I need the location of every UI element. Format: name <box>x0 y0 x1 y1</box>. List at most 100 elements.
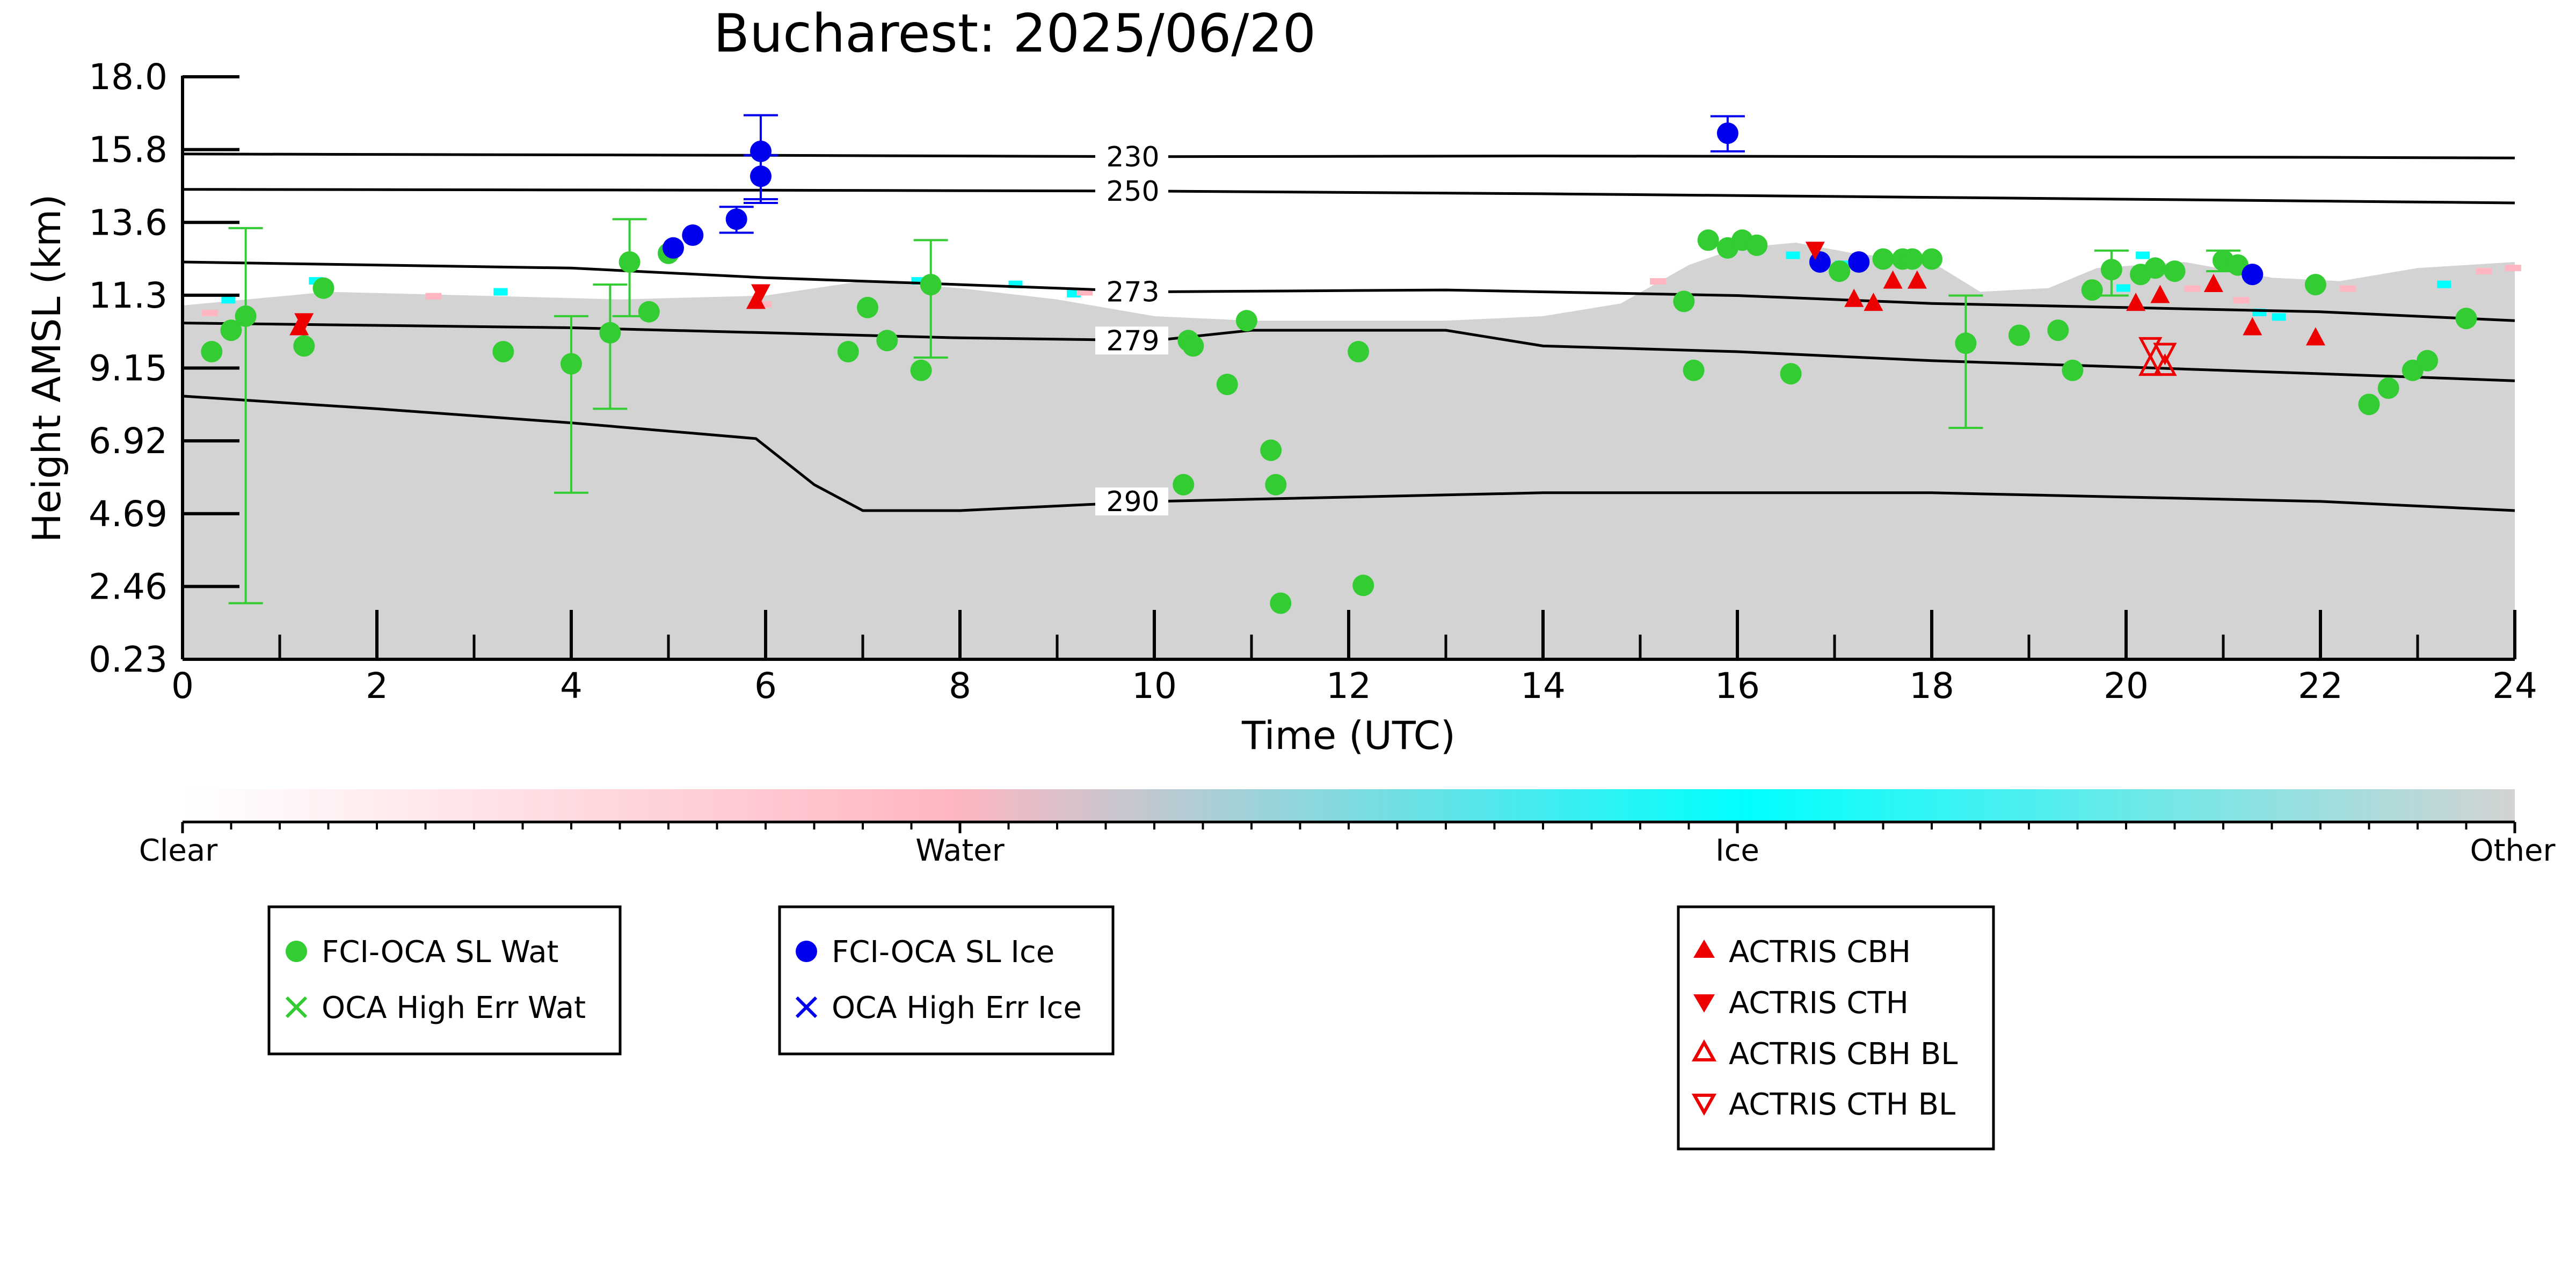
x-axis-label: Time (UTC) <box>1241 713 1456 758</box>
point-fci-oca-sl-wat-18 <box>1182 335 1204 357</box>
cloud-mask-water-4 <box>1650 278 1667 285</box>
point-fci-oca-sl-ice-0 <box>663 237 684 259</box>
isotherm-230 <box>182 152 2515 159</box>
point-actris-cbh-bl-0 <box>2138 353 2163 376</box>
isotherm-label-279: 279 <box>1106 325 1159 357</box>
point-fci-oca-sl-wat-15 <box>920 274 942 296</box>
point-fci-oca-sl-ice-2 <box>725 208 747 230</box>
point-fci-oca-sl-wat-40 <box>2047 319 2069 341</box>
cloud-mask-water-9 <box>2505 265 2521 272</box>
point-actris-cbh-bl-1 <box>2153 353 2177 376</box>
point-actris-cbh-4 <box>1883 270 1903 289</box>
legend-label-higherr-ice: OCA High Err Ice <box>832 991 1082 1025</box>
y-tick-label-6: 13.6 <box>89 202 168 243</box>
x-tick-label-5: 10 <box>1132 665 1177 707</box>
cloud-mask-ice-12 <box>2437 280 2451 288</box>
point-fci-oca-sl-wat-0 <box>201 341 223 362</box>
colorbar-label-ice: Ice <box>1715 833 1759 868</box>
legend-marker-oca-ice <box>796 941 817 962</box>
y-tick-label-8: 18.0 <box>89 56 168 98</box>
isotherm-273 <box>182 260 2515 322</box>
y-tick-label-2: 4.69 <box>89 493 168 535</box>
point-fci-oca-sl-wat-9 <box>638 301 660 323</box>
point-fci-oca-sl-wat-11 <box>837 341 859 362</box>
point-fci-oca-sl-wat-25 <box>1352 574 1374 596</box>
y-tick-label-7: 15.8 <box>89 129 168 171</box>
cloud-mask-ice-9 <box>2136 251 2150 259</box>
colorbar-label-other: Other <box>2470 833 2556 868</box>
isotherm-label-bg-250 <box>1095 177 1168 205</box>
cloud-mask-ice-11 <box>2272 313 2286 321</box>
point-fci-oca-sl-wat-7 <box>599 322 621 344</box>
cloud-mask-other <box>183 243 2515 659</box>
legend-label-oca-ice: FCI-OCA SL Ice <box>832 935 1054 970</box>
point-fci-oca-sl-wat-38 <box>1955 332 1977 354</box>
cloud-mask-water-8 <box>2476 268 2492 275</box>
point-actris-cth-bl-1 <box>2153 343 2177 366</box>
legend-label-cth: ACTRIS CTH <box>1729 986 1909 1021</box>
legend-marker-cbh-bl <box>1691 1039 1717 1061</box>
x-tick-label-1: 2 <box>366 665 388 707</box>
point-fci-oca-sl-wat-53 <box>2417 350 2439 372</box>
chart-title: Bucharest: 2025/06/20 <box>714 3 1316 64</box>
point-actris-cbh-5 <box>1907 270 1927 289</box>
point-fci-oca-sl-wat-6 <box>561 353 582 375</box>
colorbar-label-water: Water <box>915 833 1005 868</box>
cloud-mask-water-1 <box>425 293 442 300</box>
x-tick-label-8: 16 <box>1715 665 1760 707</box>
point-fci-oca-sl-wat-39 <box>2008 324 2030 346</box>
isotherm-label-bg-279 <box>1095 326 1168 355</box>
point-actris-cbh-9 <box>2243 317 2262 336</box>
cloud-mask-water-7 <box>2340 285 2356 292</box>
point-fci-oca-sl-wat-16 <box>1173 474 1195 496</box>
point-fci-oca-sl-wat-45 <box>2144 257 2166 279</box>
cloud-mask-water-5 <box>2184 285 2201 292</box>
legend-box-ice: FCI-OCA SL Ice OCA High Err Ice <box>778 905 1115 1056</box>
point-fci-oca-sl-wat-1 <box>220 319 242 341</box>
point-fci-oca-sl-wat-24 <box>1348 341 1370 362</box>
point-fci-oca-sl-wat-37 <box>1921 248 1942 270</box>
y-tick-label-5: 11.3 <box>89 275 168 316</box>
legend-marker-higherr-ice <box>795 996 818 1018</box>
legend-marker-oca-wat <box>286 941 307 962</box>
x-tick-label-3: 6 <box>754 665 777 707</box>
point-actris-cbh-10 <box>2305 327 2325 346</box>
point-fci-oca-sl-wat-12 <box>857 296 878 318</box>
point-fci-oca-sl-wat-50 <box>2358 394 2380 416</box>
point-fci-oca-sl-wat-21 <box>1260 439 1282 461</box>
point-fci-oca-sl-wat-32 <box>1780 363 1802 385</box>
cloud-mask-water-3 <box>1076 289 1093 296</box>
isotherm-250 <box>182 188 2515 205</box>
point-fci-oca-sl-wat-43 <box>2100 259 2122 281</box>
point-actris-cbh-3 <box>1864 293 1883 311</box>
point-fci-oca-sl-wat-51 <box>2377 377 2399 399</box>
isotherm-label-250: 250 <box>1106 176 1159 208</box>
x-tick-label-2: 4 <box>560 665 583 707</box>
point-fci-oca-sl-wat-36 <box>1901 248 1923 270</box>
y-tick-label-3: 6.92 <box>89 420 168 462</box>
point-actris-cth-1 <box>751 284 770 303</box>
isotherm-290 <box>182 395 2515 512</box>
legends: FCI-OCA SL Wat OCA High Err Wat FCI-OCA … <box>267 905 1995 1151</box>
colorbar-ticks <box>181 822 2516 833</box>
cloud-mask-ice-2 <box>493 288 508 296</box>
isotherm-label-bg-273 <box>1095 278 1168 306</box>
point-fci-oca-sl-wat-23 <box>1270 592 1292 614</box>
point-fci-oca-sl-wat-19 <box>1216 374 1238 395</box>
legend-marker-cth-bl <box>1691 1094 1717 1116</box>
point-fci-oca-sl-wat-2 <box>235 305 257 327</box>
point-fci-oca-sl-wat-26 <box>1673 290 1695 312</box>
cloud-mask-water-0 <box>202 309 219 316</box>
isotherm-label-bg-230 <box>1095 142 1168 171</box>
point-fci-oca-sl-ice-8 <box>2242 264 2264 286</box>
point-fci-oca-sl-wat-49 <box>2304 274 2326 296</box>
point-fci-oca-sl-wat-33 <box>1829 260 1851 282</box>
point-fci-oca-sl-ice-3 <box>750 140 772 162</box>
y-tick-label-0: 0.23 <box>89 639 168 680</box>
point-fci-oca-sl-wat-5 <box>492 341 514 362</box>
legend-marker-cbh <box>1693 940 1715 958</box>
point-fci-oca-sl-ice-1 <box>682 224 704 246</box>
point-fci-oca-sl-wat-42 <box>2081 279 2103 301</box>
